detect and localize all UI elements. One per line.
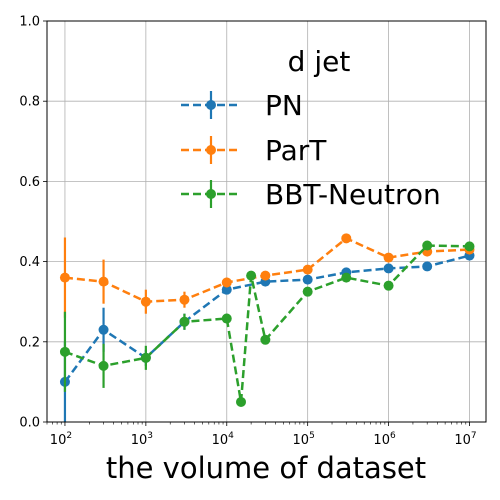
y-tick-label: 0.4 [19, 255, 40, 270]
legend-swatch-marker [206, 100, 216, 110]
data-point [422, 240, 433, 251]
ticks: 0.0 0.2 0.4 0.6 0.8 1.0 102 103 104 105 106 107 [19, 15, 476, 449]
y-tick-label: 0.6 [19, 175, 40, 190]
data-point [246, 270, 257, 281]
x-tick-label: 104 [212, 431, 235, 448]
data-point [464, 241, 475, 252]
legend-label: ParT [265, 134, 327, 167]
data-point [302, 264, 313, 275]
y-tick-label: 1.0 [19, 15, 40, 30]
data-point [221, 313, 232, 324]
legend: d jet PN ParT BBT-Neutron [181, 45, 441, 211]
x-axis-title: the volume of dataset [106, 451, 426, 485]
data-point [179, 316, 190, 327]
legend-title: d jet [288, 45, 351, 78]
data-point [98, 324, 109, 335]
data-point [383, 280, 394, 291]
x-tick-label: 102 [50, 431, 72, 448]
data-point [221, 277, 232, 288]
data-point [221, 284, 232, 295]
legend-swatch-marker [206, 189, 216, 199]
y-tick-label: 0.0 [19, 416, 40, 431]
data-point [422, 261, 433, 272]
data-point [341, 272, 352, 283]
data-point [179, 294, 190, 305]
data-point [236, 396, 247, 407]
data-point [302, 286, 313, 297]
series-line [63, 254, 470, 383]
plot-frame [46, 20, 487, 423]
data-point [302, 274, 313, 285]
series-layer [59, 233, 475, 422]
data-point [98, 360, 109, 371]
x-tick-label: 106 [373, 431, 396, 448]
data-point [383, 263, 394, 274]
series-bbt-neutron [59, 240, 475, 407]
x-tick-label: 105 [293, 431, 315, 448]
data-point [140, 352, 151, 363]
y-tick-label: 0.2 [19, 335, 40, 350]
data-point [59, 346, 70, 357]
data-point [260, 270, 271, 281]
data-point [140, 296, 151, 307]
data-point [98, 276, 109, 287]
legend-label: BBT-Neutron [265, 178, 441, 211]
data-point [341, 233, 352, 244]
data-point [59, 272, 70, 283]
x-tick-label: 103 [131, 431, 153, 448]
legend-label: PN [265, 89, 303, 122]
series-part [59, 233, 475, 318]
data-point [383, 252, 394, 263]
x-tick-label: 107 [454, 431, 476, 448]
data-point [260, 334, 271, 345]
y-tick-label: 0.8 [19, 95, 40, 110]
legend-swatch-marker [206, 145, 216, 155]
